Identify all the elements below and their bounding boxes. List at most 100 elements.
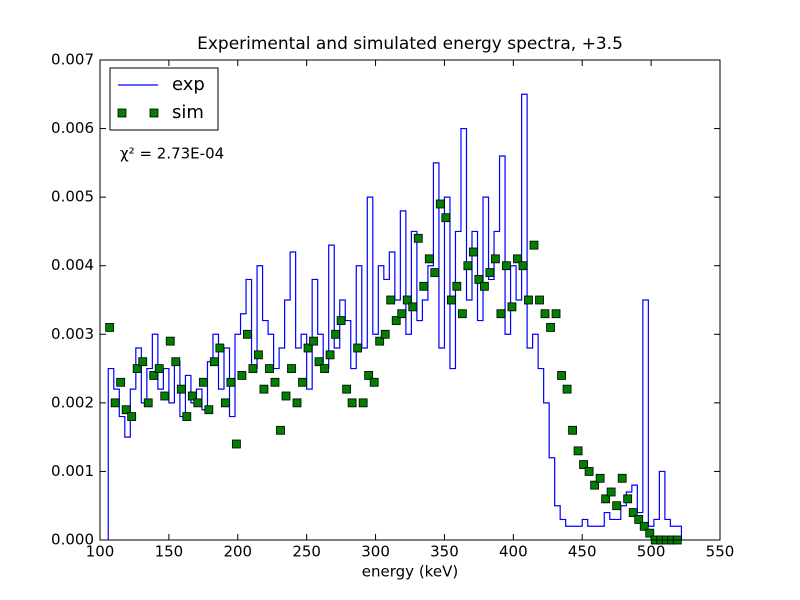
sim-marker (220, 398, 230, 408)
sim-marker (270, 377, 280, 387)
sim-marker (303, 343, 313, 353)
y-tick-label: 0.005 (51, 188, 94, 206)
sim-marker (446, 295, 456, 305)
sim-marker (419, 281, 429, 291)
sim-marker (606, 487, 616, 497)
sim-marker (110, 398, 120, 408)
sim-marker (292, 398, 302, 408)
legend-box (109, 67, 219, 131)
sim-marker (209, 357, 219, 367)
sim-marker (347, 398, 357, 408)
sim-marker (342, 384, 352, 394)
sim-marker (424, 254, 434, 264)
sim-marker (391, 316, 401, 325)
sim-marker (557, 371, 566, 380)
x-tick-label: 550 (706, 543, 735, 561)
sim-marker (601, 494, 611, 504)
sim-marker (524, 295, 533, 305)
sim-marker (452, 281, 462, 291)
sim-marker (518, 261, 528, 271)
sim-marker (353, 343, 363, 353)
sim-marker (507, 302, 517, 312)
sim-marker (138, 357, 148, 367)
x-tick-label: 200 (223, 543, 252, 561)
sim-marker (193, 398, 203, 408)
sim-marker (259, 384, 269, 394)
sim-marker (568, 425, 577, 435)
sim-marker (628, 508, 638, 517)
sim-marker (215, 343, 225, 353)
sim-marker (314, 357, 324, 367)
sim-marker (408, 302, 418, 312)
legend-label: exp (172, 74, 205, 95)
sim-marker (176, 384, 186, 394)
sim-marker (617, 473, 627, 483)
sim-marker (595, 473, 605, 483)
sim-marker (231, 439, 241, 449)
sim-marker (171, 357, 181, 367)
sim-marker (529, 240, 539, 250)
chart-title: Experimental and simulated energy spectr… (197, 34, 623, 54)
sim-marker (502, 261, 511, 271)
sim-marker (154, 364, 164, 373)
sim-marker (254, 350, 263, 360)
x-tick-label: 350 (430, 543, 459, 561)
x-tick-label: 400 (499, 543, 528, 561)
sim-marker (182, 412, 192, 421)
sim-marker (623, 494, 633, 504)
sim-marker (127, 412, 137, 421)
y-tick-label: 0.003 (51, 325, 94, 343)
sim-marker (160, 391, 170, 401)
sim-marker (336, 316, 346, 325)
sim-marker (369, 377, 379, 387)
sim-marker (364, 371, 374, 380)
sim-marker (243, 329, 252, 339)
sim-marker (540, 309, 550, 319)
y-tick-label: 0.002 (51, 393, 94, 411)
sim-marker (639, 521, 649, 531)
sim-marker (584, 467, 594, 476)
sim-marker (562, 384, 572, 394)
sim-marker (435, 199, 445, 209)
sim-marker (645, 528, 655, 538)
sim-marker (375, 336, 385, 346)
sim-marker (430, 268, 440, 277)
sim-marker (380, 329, 390, 339)
sim-marker (276, 425, 285, 435)
sim-marker (579, 460, 588, 469)
y-tick-label: 0.007 (51, 51, 94, 69)
sim-marker (496, 309, 506, 319)
sim-marker (281, 391, 291, 401)
sim-marker (198, 377, 208, 387)
sim-marker (463, 261, 473, 271)
sim-marker (457, 309, 467, 319)
sim-marker (226, 377, 236, 387)
sim-marker (535, 295, 544, 305)
sim-marker (237, 371, 247, 380)
sim-marker (551, 309, 561, 319)
sim-marker (105, 323, 115, 332)
sim-marker (386, 295, 396, 305)
sim-marker (590, 480, 600, 490)
sim-marker (248, 364, 258, 373)
sim-marker (331, 329, 341, 339)
sim-marker (474, 275, 484, 284)
legend-label: sim (172, 102, 204, 123)
sim-marker (573, 446, 583, 456)
sim-marker (298, 377, 307, 387)
sim-marker (546, 323, 555, 332)
sim-marker (287, 364, 296, 373)
sim-marker (309, 336, 318, 346)
sim-marker (634, 515, 644, 524)
annotation: χ² = 2.73E-04 (120, 145, 224, 163)
x-tick-label: 250 (292, 543, 321, 561)
x-tick-label: 450 (568, 543, 597, 561)
legend-swatch (117, 108, 127, 118)
exp-step-line (107, 93, 683, 540)
x-tick-label: 100 (86, 543, 115, 561)
legend-swatch (149, 108, 159, 118)
sim-marker (468, 247, 478, 257)
sim-marker (143, 398, 153, 408)
sim-marker (491, 254, 500, 264)
